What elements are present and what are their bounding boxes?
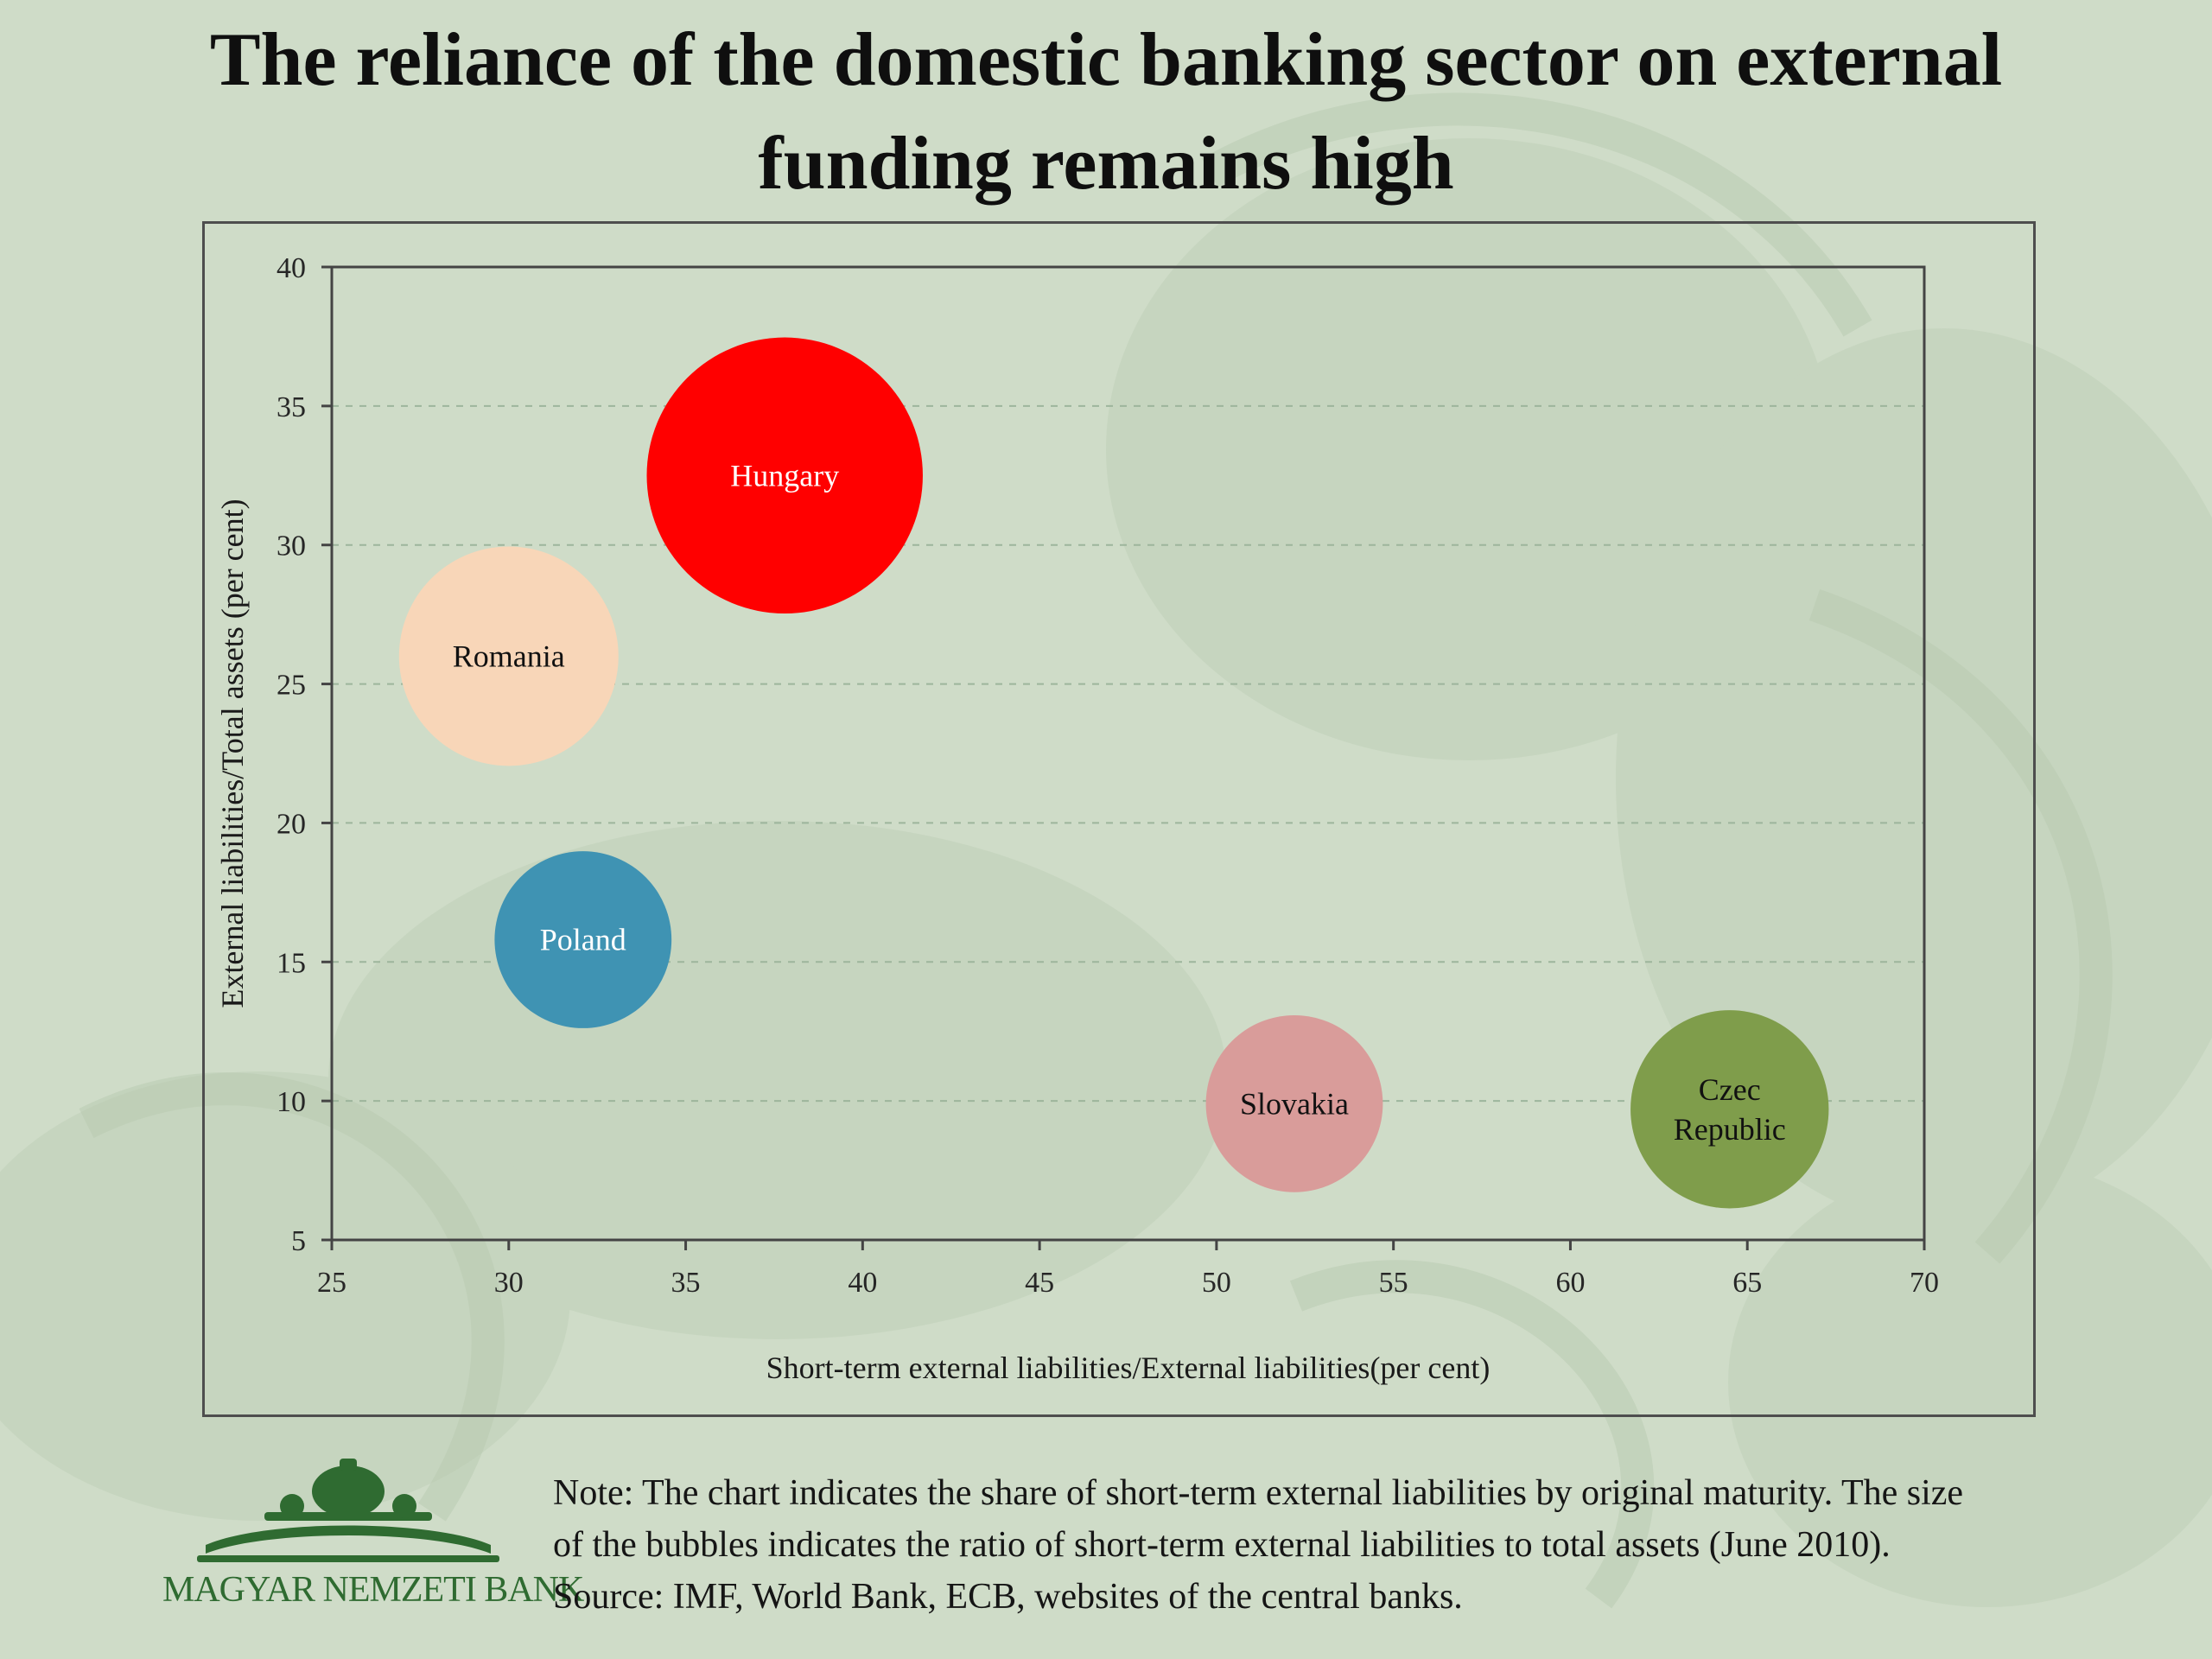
bank-crest-icon: [197, 1459, 499, 1562]
x-tick-label-40: 40: [848, 1267, 877, 1299]
y-tick-label-20: 20: [276, 808, 306, 840]
bubble-poland: [494, 851, 672, 1028]
x-tick-label-60: 60: [1555, 1267, 1585, 1299]
bubble-czec-republic: [1630, 1010, 1829, 1209]
y-tick-label-40: 40: [276, 252, 306, 284]
source-line: Source: IMF, World Bank, ECB, websites o…: [553, 1577, 1463, 1617]
note-line-1: Note: The chart indicates the share of s…: [553, 1473, 1964, 1513]
tick-labels: 25 30 35 40 45 50 55 60 65 70 5 10 15 20 25 30 35 40: [276, 252, 1939, 1299]
note-line-2: of the bubbles indicates the ratio of sh…: [553, 1525, 1891, 1565]
y-axis-title: External liabilities/Total assets (per c…: [215, 499, 250, 1007]
bubble-label-hungary: Hungary: [730, 458, 839, 493]
bubble-label-slovakia: Slovakia: [1240, 1086, 1349, 1121]
x-tick-label-45: 45: [1025, 1267, 1054, 1299]
bubble-label-poland: Poland: [540, 923, 626, 957]
footer-note: Note: The chart indicates the share of s…: [553, 1467, 2195, 1623]
bubble-label-romania: Romania: [453, 639, 565, 673]
slide-title: The reliance of the domestic banking sec…: [0, 9, 2212, 216]
bubbles: Hungary Romania Poland Slovakia Czec Republic: [398, 337, 1829, 1209]
bubble-chart: 25 30 35 40 45 50 55 60 65 70 5 10 15 20 25 30 35 40 Hung…: [215, 252, 1939, 1385]
bubble-label-line-hungary-1: Hungary: [730, 458, 839, 493]
y-tick-label-15: 15: [276, 947, 306, 979]
bubble-label-line-czec-republic-2: Republic: [1674, 1112, 1786, 1147]
bank-logo: MAGYAR NEMZETI BANK: [162, 1459, 584, 1623]
x-tick-label-55: 55: [1379, 1267, 1408, 1299]
y-tick-label-10: 10: [276, 1086, 306, 1118]
x-tick-label-25: 25: [317, 1267, 346, 1299]
x-tick-label-35: 35: [671, 1267, 701, 1299]
bubble-slovakia: [1205, 1014, 1383, 1192]
bubble-label-line-romania-1: Romania: [453, 639, 565, 673]
bubble-romania: [398, 546, 619, 766]
x-tick-label-70: 70: [1910, 1267, 1939, 1299]
bubble-label-czec-republic: Czec Republic: [1674, 1072, 1786, 1147]
bubble-label-line-czec-republic-1: Czec: [1699, 1072, 1761, 1107]
axes: [321, 265, 1926, 1250]
y-tick-label-30: 30: [276, 531, 306, 563]
x-axis-title: Short-term external liabilities/External…: [766, 1351, 1491, 1385]
bubble-label-line-slovakia-1: Slovakia: [1240, 1086, 1349, 1121]
bank-logo-text: MAGYAR NEMZETI BANK: [162, 1570, 584, 1610]
y-tick-label-35: 35: [276, 391, 306, 423]
bubble-hungary: [646, 337, 923, 614]
x-tick-label-50: 50: [1202, 1267, 1231, 1299]
title-line-2: funding remains high: [758, 122, 1454, 206]
plot-area-border: [330, 265, 1926, 1242]
chart-frame: 25 30 35 40 45 50 55 60 65 70 5 10 15 20 25 30 35 40 Hung…: [202, 221, 2036, 1417]
x-tick-label-30: 30: [494, 1267, 524, 1299]
title-line-1: The reliance of the domestic banking sec…: [209, 18, 2003, 102]
bubble-label-line-poland-1: Poland: [540, 923, 626, 957]
y-tick-label-25: 25: [276, 670, 306, 702]
x-tick-label-65: 65: [1732, 1267, 1762, 1299]
y-tick-label-5: 5: [291, 1225, 306, 1257]
